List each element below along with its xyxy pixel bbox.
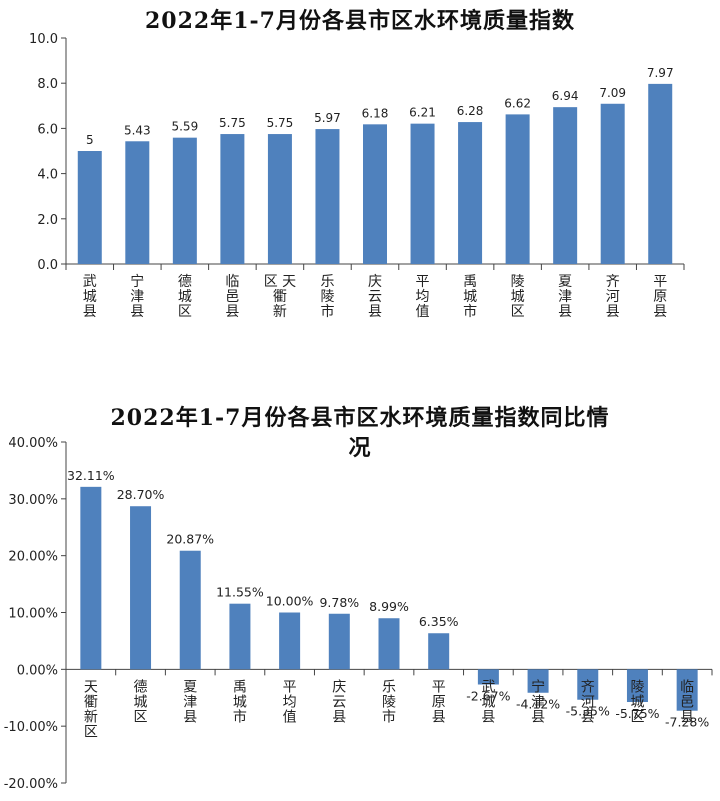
bar: [279, 612, 301, 670]
water-quality-index-chart: 2022年1-7月份各县市区水环境质量指数 0.0 2.0 4.0 6.0 8.0 10.…: [0, 0, 720, 340]
bar: [267, 134, 292, 264]
y-tick-label: -10.00%: [4, 720, 58, 735]
bar: [172, 137, 197, 264]
data-label: 5.97: [314, 111, 341, 125]
bar: [229, 603, 251, 670]
bar: [458, 122, 483, 265]
chart-plot: -20.00% -10.00% 0.00% 10.00% 20.00% 30.00% 40.…: [4, 436, 713, 792]
y-tick-label: 40.00%: [8, 436, 58, 451]
bar: [626, 669, 648, 703]
data-label: 6.35%: [419, 614, 459, 629]
x-tick-label: 夏津县: [183, 679, 197, 725]
bar: [527, 669, 549, 693]
x-tick-label: 平原县: [653, 274, 667, 320]
x-tick-label: 天衢新区: [84, 679, 98, 740]
data-label: 20.87%: [166, 532, 214, 547]
water-quality-yoy-chart: 2022年1-7月份各县市区水环境质量指数同比情 况 -20.00% -10.00…: [0, 395, 720, 801]
bar: [600, 103, 625, 265]
x-tick-label: 乐陵市: [382, 679, 396, 725]
data-label: 9.78%: [319, 595, 359, 610]
bar: [328, 613, 350, 670]
x-tick-label: 齐河县: [606, 274, 620, 320]
bar: [648, 83, 673, 265]
x-tick-label: 陵城区: [630, 679, 644, 725]
data-label: 7.97: [647, 66, 674, 80]
x-tick-label: 庆云县: [332, 679, 346, 725]
bar: [77, 151, 102, 264]
x-tick-label: 平均值: [416, 274, 430, 320]
x-tick-label: 平原县: [432, 679, 446, 725]
data-label: 32.11%: [67, 468, 115, 483]
bar: [220, 134, 245, 264]
y-tick-label: 8.0: [37, 77, 58, 92]
data-label: 7.09: [599, 86, 626, 100]
x-tick-label: 德城区: [134, 679, 148, 725]
bar: [505, 114, 530, 264]
data-label: 6.62: [504, 96, 531, 110]
bar: [676, 669, 698, 711]
data-label: 6.18: [362, 106, 389, 120]
x-tick-label: 禹城市: [463, 274, 477, 320]
bar: [363, 124, 387, 264]
x-tick-label: 临邑县: [225, 274, 239, 320]
x-tick-label: 乐陵市: [320, 274, 334, 320]
data-label: 6.94: [552, 89, 579, 103]
data-label: 5.75: [219, 116, 246, 130]
chart-title-line-2: 况: [348, 435, 372, 461]
bar: [378, 618, 400, 670]
bar: [315, 129, 340, 264]
x-tick-label: 区 天衢新: [264, 274, 296, 320]
x-tick-label: 武城县: [481, 679, 495, 725]
x-tick-label: 临邑县: [680, 679, 694, 725]
bar: [80, 486, 102, 670]
bar: [125, 141, 150, 264]
bar: [410, 123, 435, 265]
x-tick-label: 武城县: [83, 274, 97, 320]
y-tick-label: 4.0: [37, 168, 58, 183]
bar: [130, 506, 152, 670]
x-tick-label: 平均值: [283, 679, 297, 725]
y-tick-label: 30.00%: [8, 493, 58, 508]
chart-title: 2022年1-7月份各县市区水环境质量指数: [145, 8, 575, 34]
data-label: -2.67%: [466, 689, 510, 704]
bar: [553, 107, 578, 264]
x-tick-label: 宁津县: [130, 273, 144, 320]
bar: [477, 669, 499, 685]
chart-plot: 0.0 2.0 4.0 6.0 8.0 10.0 5 武城县 5.43 宁津县 5.59 德城区 5.7…: [29, 32, 685, 320]
x-tick-label: 禹城市: [233, 679, 247, 725]
data-label: 6.28: [457, 104, 484, 118]
data-label: 5.59: [171, 120, 198, 134]
y-tick-label: 0.0: [37, 258, 58, 273]
data-label: 5.75: [267, 116, 294, 130]
data-label: -7.28%: [665, 715, 709, 730]
data-label: 10.00%: [266, 594, 314, 609]
y-tick-label: 0.00%: [17, 663, 58, 678]
x-tick-label: 德城区: [178, 274, 192, 320]
chart-title-line-1: 2022年1-7月份各县市区水环境质量指数同比情: [110, 405, 610, 431]
y-tick-label: -20.00%: [4, 777, 58, 792]
y-tick-label: 10.0: [29, 32, 58, 47]
bar: [428, 633, 450, 670]
x-tick-label: 庆云县: [368, 274, 382, 320]
data-label: 8.99%: [369, 599, 409, 614]
data-label: -5.75%: [615, 706, 659, 721]
data-label: 6.21: [409, 106, 436, 120]
data-label: 5: [86, 133, 94, 147]
y-tick-label: 2.0: [37, 213, 58, 228]
x-tick-label: 齐河县: [581, 679, 595, 725]
x-tick-label: 宁津县: [531, 678, 545, 725]
data-label: -4.12%: [516, 697, 560, 712]
y-tick-label: 20.00%: [8, 550, 58, 565]
data-label: -5.35%: [566, 704, 610, 719]
x-tick-label: 陵城区: [511, 274, 525, 320]
chart-title: 2022年1-7月份各县市区水环境质量指数同比情 况: [10, 403, 710, 463]
data-label: 11.55%: [216, 585, 264, 600]
data-label: 5.43: [124, 123, 151, 137]
bar: [577, 669, 599, 700]
x-tick-label: 夏津县: [558, 274, 572, 320]
y-tick-label: 6.0: [37, 122, 58, 137]
bar: [179, 550, 201, 670]
data-label: 28.70%: [117, 487, 165, 502]
y-tick-label: 10.00%: [8, 607, 58, 622]
